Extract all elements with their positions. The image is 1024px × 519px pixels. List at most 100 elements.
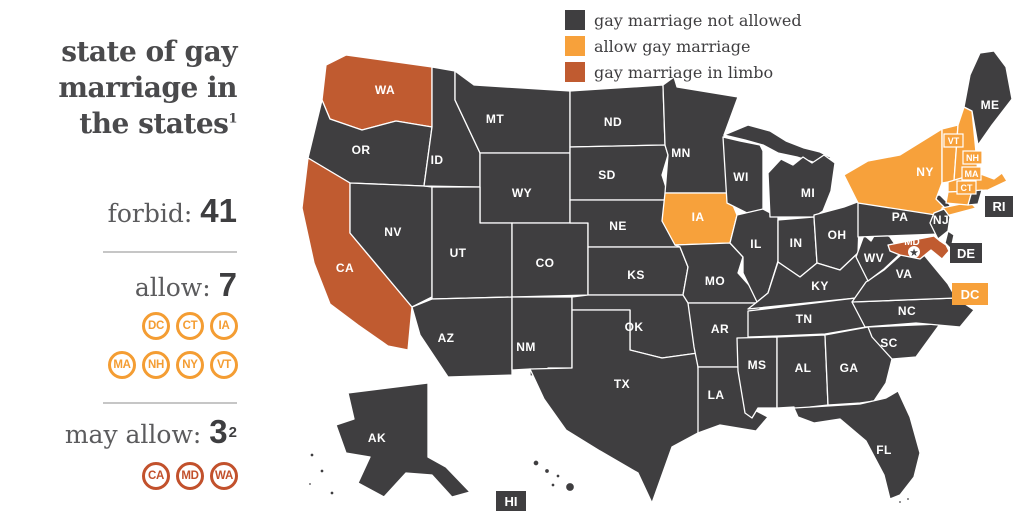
chip-label-dc: DC — [961, 287, 980, 302]
state-tag-vt — [943, 133, 964, 148]
legend-swatch-forbid — [565, 10, 585, 30]
state-wi — [722, 136, 764, 218]
state-label-ne: NE — [609, 219, 626, 233]
chip-dc — [952, 283, 988, 305]
state-label-wv: WV — [864, 251, 884, 265]
state-mi — [767, 154, 836, 218]
state-tag-label-vt: VT — [948, 136, 960, 146]
state-label-ia: IA — [692, 210, 705, 224]
state-label-tx: TX — [614, 377, 630, 391]
state-sd — [569, 144, 671, 201]
legend-label-forbid: gay marriage not allowed — [594, 10, 802, 30]
state-label-co: CO — [536, 256, 555, 270]
state-label-nv: NV — [384, 225, 401, 239]
may-allow-stat: may allow: 3 2 — [0, 413, 237, 451]
state-label-wa: WA — [375, 83, 395, 97]
state-badge: CA — [142, 462, 170, 490]
state-badge: WA — [210, 462, 238, 490]
state-label-il: IL — [750, 237, 761, 251]
allow-stat: allow: 7 — [0, 266, 237, 304]
state-label-ak: AK — [368, 431, 386, 445]
state-md — [887, 235, 950, 260]
state-label-md: MD — [904, 237, 920, 248]
divider — [103, 402, 237, 404]
aleutian-island — [329, 490, 335, 496]
state-label-ut: UT — [450, 246, 467, 260]
state-label-ar: AR — [711, 322, 729, 336]
state-badge: VT — [210, 351, 238, 379]
state-label-mt: MT — [486, 112, 504, 126]
state-tag-label-ma: MA — [965, 169, 979, 179]
allow-label: allow: — [134, 273, 211, 302]
state-label-me: ME — [981, 98, 1000, 112]
legend-swatch-allow — [565, 36, 585, 56]
state-label-or: OR — [352, 143, 371, 157]
state-label-va: VA — [896, 267, 913, 281]
state-label-pa: PA — [892, 210, 909, 224]
legend-item-limbo: gay marriage in limbo — [565, 62, 802, 82]
chip-hi — [496, 491, 526, 511]
forbid-stat: forbid: 41 — [0, 192, 237, 230]
allow-badges-row1: DC CT IA — [142, 312, 238, 340]
may-allow-footnote: 2 — [228, 424, 237, 441]
chip-de — [950, 243, 982, 263]
state-badge: MD — [176, 462, 204, 490]
hawaii-island — [532, 459, 540, 467]
page-title: state of gay marriage in the states1 — [58, 34, 237, 142]
divider — [103, 251, 237, 253]
state-me — [963, 50, 1013, 146]
state-tag-ma — [961, 166, 982, 181]
state-label-in: IN — [790, 236, 803, 250]
aleutian-island — [319, 468, 325, 474]
state-tag-ct — [956, 180, 977, 195]
state-nm — [511, 296, 573, 377]
legend: gay marriage not allowed allow gay marri… — [565, 10, 802, 88]
hawaii-island — [555, 473, 561, 479]
florida-key — [897, 499, 903, 505]
state-label-ms: MS — [748, 358, 767, 372]
state-label-ks: KS — [627, 268, 644, 282]
allow-badges-row2: MA NH NY VT — [108, 351, 238, 379]
state-tag-label-nh: NH — [966, 153, 979, 163]
state-label-wi: WI — [733, 170, 748, 184]
may-allow-badges-row: CA MD WA — [142, 462, 238, 490]
state-label-fl: FL — [876, 443, 891, 457]
legend-label-allow: allow gay marriage — [594, 36, 751, 56]
state-badge: CT — [176, 312, 204, 340]
state-tag-label-ct: CT — [961, 183, 973, 193]
state-label-al: AL — [795, 361, 812, 375]
state-badge: NH — [142, 351, 170, 379]
state-label-sd: SD — [598, 168, 615, 182]
state-label-la: LA — [708, 388, 725, 402]
state-label-mi: MI — [801, 186, 815, 200]
state-label-ga: GA — [840, 361, 859, 375]
state-az — [411, 296, 513, 378]
hawaii-island — [550, 482, 556, 488]
title-line1: state of gay — [61, 35, 237, 68]
state-label-nm: NM — [516, 340, 535, 354]
state-mi-upper-peninsula — [723, 124, 833, 164]
state-label-nc: NC — [898, 304, 916, 318]
state-badge: MA — [108, 351, 136, 379]
title-line3: the states — [79, 107, 229, 140]
state-tag-nh — [962, 150, 983, 165]
chip-label-ri: RI — [993, 199, 1006, 214]
small-state-tags: VT NH MA CT — [943, 133, 983, 195]
title-footnote: 1 — [228, 111, 237, 127]
state-label-ny: NY — [916, 165, 933, 179]
may-allow-value: 3 — [209, 413, 228, 450]
state-label-sc: SC — [880, 336, 897, 350]
forbid-value: 41 — [200, 192, 237, 229]
star-icon: ★ — [910, 248, 919, 258]
title-line2: marriage in — [58, 71, 237, 104]
state-label-mn: MN — [671, 146, 690, 160]
legend-item-allow: allow gay marriage — [565, 36, 802, 56]
aleutian-island — [307, 481, 313, 487]
state-label-nj: NJ — [933, 213, 949, 227]
state-label-ca: CA — [336, 261, 354, 275]
chip-label-hi: HI — [505, 494, 518, 509]
legend-label-limbo: gay marriage in limbo — [594, 62, 774, 82]
state-label-tn: TN — [796, 312, 813, 326]
state-tx — [529, 309, 701, 504]
state-badge: NY — [176, 351, 204, 379]
